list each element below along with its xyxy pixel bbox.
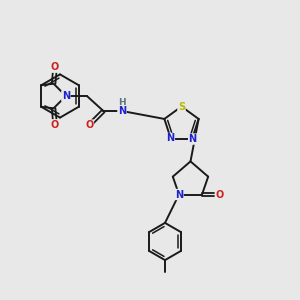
Text: O: O: [51, 62, 59, 72]
Text: O: O: [85, 120, 93, 130]
Text: H: H: [118, 98, 126, 107]
Text: N: N: [189, 134, 197, 144]
Text: S: S: [178, 101, 185, 112]
Text: N: N: [62, 91, 70, 101]
Text: N: N: [118, 106, 126, 116]
Text: N: N: [175, 190, 183, 200]
Text: O: O: [51, 120, 59, 130]
Text: O: O: [215, 190, 223, 200]
Text: N: N: [166, 134, 174, 143]
